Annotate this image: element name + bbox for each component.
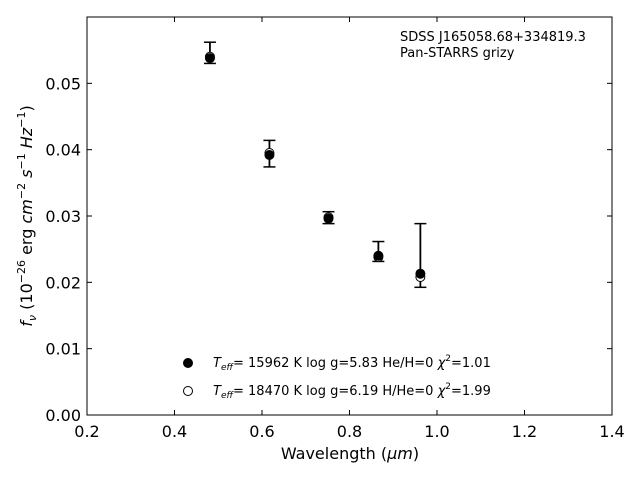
x-tick-label: 0.6 — [249, 422, 274, 441]
y-tick-label: 0.01 — [45, 340, 81, 359]
model-point-filled — [204, 53, 215, 64]
axis-tick-labels: 0.2 0.4 0.6 0.8 1.0 1.2 1.4 0.00 0.01 0.02 0.03 0.0… — [45, 74, 624, 441]
model-point-filled — [415, 268, 426, 279]
x-tick-label: 1.2 — [512, 422, 537, 441]
x-tick-label: 1.4 — [599, 422, 624, 441]
legend-marker-filled — [183, 358, 193, 368]
y-tick-label: 0.03 — [45, 207, 81, 226]
y-tick-label: 0.04 — [45, 141, 81, 160]
survey-annotation: Pan-STARRS grizy — [400, 46, 515, 61]
x-axis-label: Wavelength (μm) — [281, 444, 419, 463]
y-tick-label: 0.02 — [45, 273, 81, 292]
legend-entry-open: Teff= 18470 K log g=6.19 H/He=0 χ2=1.99 — [213, 382, 491, 401]
legend-entry-filled: Teff= 15962 K log g=5.83 He/H=0 χ2=1.01 — [213, 354, 491, 373]
model-point-filled — [373, 250, 384, 261]
x-tick-label: 1.0 — [424, 422, 449, 441]
legend-marker-open — [183, 386, 193, 396]
x-tick-label: 0.4 — [162, 422, 187, 441]
data-points — [204, 51, 426, 283]
object-name-annotation: SDSS J165058.68+334819.3 — [400, 30, 586, 45]
y-tick-label: 0.00 — [45, 406, 81, 425]
model-point-filled — [323, 213, 334, 224]
x-tick-label: 0.8 — [337, 422, 362, 441]
y-axis-label: fν (10−26 erg cm−2 s−1 Hz−1) — [15, 105, 39, 326]
legend: Teff= 15962 K log g=5.83 He/H=0 χ2=1.01 … — [183, 354, 491, 401]
x-tick-label: 0.2 — [74, 422, 99, 441]
y-tick-label: 0.05 — [45, 74, 81, 93]
axis-ticks — [86, 17, 613, 416]
plot-area — [86, 16, 613, 416]
model-point-filled — [264, 149, 275, 160]
